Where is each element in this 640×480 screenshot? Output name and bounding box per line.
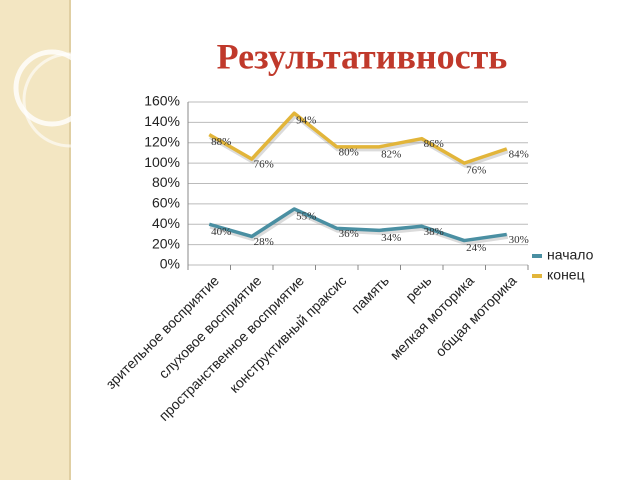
data-label: 28% — [254, 236, 274, 248]
series-line — [208, 111, 508, 165]
y-tick-label: 80% — [152, 174, 180, 190]
y-tick-label: 100% — [144, 154, 180, 170]
data-label: 82% — [381, 148, 401, 160]
chart-title: Результативность — [217, 36, 508, 76]
x-tick-label: речь — [402, 272, 434, 304]
data-label: 36% — [339, 228, 359, 240]
data-label: 76% — [254, 159, 274, 171]
data-label: 86% — [424, 138, 444, 150]
data-label: 88% — [211, 136, 231, 148]
data-label: 76% — [466, 165, 486, 177]
data-label: 34% — [381, 232, 401, 244]
decor-circle — [13, 49, 91, 127]
decor-circle — [22, 52, 118, 148]
x-tick-label: память — [348, 272, 392, 316]
legend-label: конец — [547, 267, 585, 283]
legend-swatch — [532, 254, 542, 258]
legend-label: начало — [547, 247, 594, 263]
y-tick-label: 140% — [144, 113, 180, 129]
x-tick-label: общая моторика — [432, 272, 520, 360]
y-tick-label: 20% — [152, 235, 180, 251]
y-tick-label: 60% — [152, 195, 180, 211]
data-label: 94% — [296, 115, 316, 127]
y-tick-label: 0% — [160, 256, 180, 272]
data-label: 55% — [296, 211, 316, 223]
data-label: 30% — [509, 234, 529, 246]
data-label: 80% — [339, 146, 359, 158]
data-label: 84% — [509, 148, 529, 160]
data-label: 38% — [424, 226, 444, 238]
series-line — [208, 207, 507, 243]
data-label: 40% — [211, 226, 231, 238]
legend-swatch — [532, 274, 542, 278]
y-tick-label: 160% — [144, 93, 180, 109]
side-strip — [0, 0, 70, 480]
data-label: 24% — [466, 242, 486, 254]
y-tick-label: 40% — [152, 215, 180, 231]
y-tick-label: 120% — [144, 133, 180, 149]
